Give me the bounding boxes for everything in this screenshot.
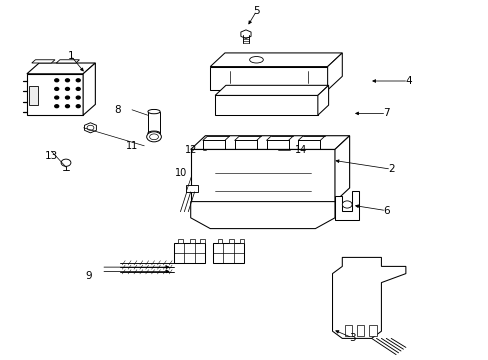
Ellipse shape	[146, 132, 161, 142]
Circle shape	[55, 105, 59, 108]
Polygon shape	[190, 202, 334, 229]
Circle shape	[61, 159, 71, 166]
Bar	[212, 243, 244, 263]
Polygon shape	[241, 30, 250, 39]
Polygon shape	[206, 147, 216, 154]
Polygon shape	[215, 85, 328, 95]
Ellipse shape	[262, 147, 277, 154]
Circle shape	[65, 105, 69, 108]
Bar	[368, 325, 376, 336]
Text: 1: 1	[67, 51, 74, 61]
Ellipse shape	[266, 149, 273, 152]
Circle shape	[76, 105, 80, 108]
Circle shape	[76, 79, 80, 82]
Bar	[217, 239, 222, 243]
Circle shape	[76, 96, 80, 99]
Circle shape	[65, 79, 69, 82]
Circle shape	[65, 96, 69, 99]
Circle shape	[55, 79, 59, 82]
Polygon shape	[27, 63, 95, 74]
Circle shape	[208, 149, 213, 152]
Text: 6: 6	[382, 206, 389, 216]
Polygon shape	[32, 60, 55, 63]
Text: 13: 13	[44, 150, 58, 161]
Text: 5: 5	[253, 6, 260, 16]
Text: 7: 7	[382, 108, 389, 118]
Circle shape	[55, 87, 59, 90]
Polygon shape	[83, 63, 95, 115]
Bar	[239, 239, 244, 243]
Bar	[200, 239, 205, 243]
Polygon shape	[210, 53, 342, 67]
Bar	[173, 243, 205, 263]
Ellipse shape	[249, 57, 263, 63]
Bar	[228, 239, 233, 243]
Circle shape	[87, 125, 94, 130]
Ellipse shape	[147, 131, 160, 135]
Polygon shape	[27, 74, 83, 115]
Ellipse shape	[147, 109, 160, 114]
Text: 8: 8	[114, 105, 121, 115]
Text: 4: 4	[404, 76, 411, 86]
Text: 10: 10	[174, 168, 187, 178]
Circle shape	[65, 87, 69, 90]
Circle shape	[342, 201, 351, 208]
Bar	[29, 86, 38, 105]
Text: 14: 14	[294, 145, 306, 156]
Polygon shape	[334, 191, 359, 220]
Ellipse shape	[149, 134, 158, 140]
Text: 11: 11	[125, 141, 138, 151]
Bar	[189, 239, 194, 243]
Bar	[344, 325, 351, 336]
Polygon shape	[190, 149, 334, 202]
Polygon shape	[327, 53, 342, 90]
Polygon shape	[332, 257, 405, 338]
Bar	[148, 112, 160, 133]
Polygon shape	[190, 136, 349, 149]
Polygon shape	[334, 136, 349, 202]
Bar	[356, 325, 364, 336]
Polygon shape	[317, 85, 328, 115]
Text: 2: 2	[387, 164, 394, 174]
Bar	[185, 185, 198, 192]
Text: 12: 12	[184, 145, 197, 156]
Text: 3: 3	[348, 333, 355, 343]
Polygon shape	[84, 123, 96, 133]
Circle shape	[76, 87, 80, 90]
Polygon shape	[215, 95, 317, 115]
Polygon shape	[56, 60, 79, 63]
Bar	[178, 239, 183, 243]
Polygon shape	[210, 67, 327, 90]
Circle shape	[55, 96, 59, 99]
Text: 9: 9	[85, 271, 92, 282]
